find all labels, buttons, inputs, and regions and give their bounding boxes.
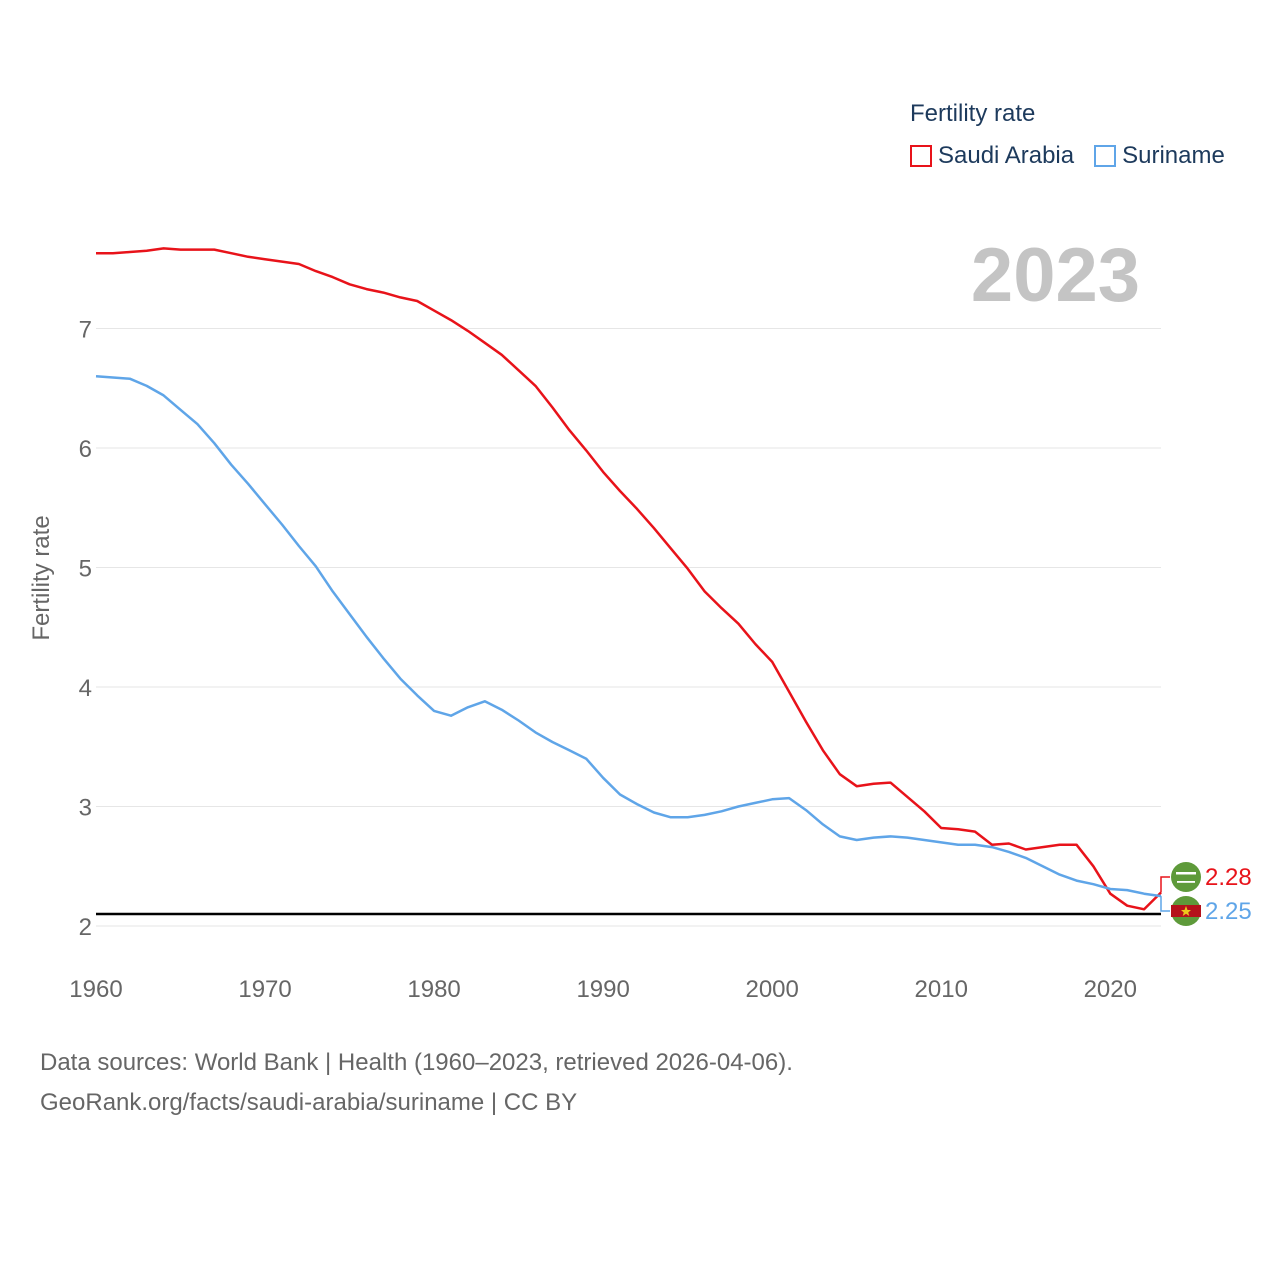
- x-tick-label-1960: 1960: [69, 976, 122, 1003]
- flag-sword-saudi-arabia: [1177, 881, 1195, 883]
- end-value-label-saudi-arabia: 2.28: [1205, 864, 1252, 891]
- y-tick-label-5: 5: [79, 556, 92, 583]
- legend-item-suriname[interactable]: Suriname: [1094, 142, 1225, 170]
- y-axis-label: Fertility rate: [28, 515, 55, 641]
- connector-saudi-arabia: [1160, 876, 1170, 893]
- year-watermark: 2023: [970, 233, 1140, 318]
- series-line-saudi-arabia: [96, 247, 1162, 911]
- legend-swatch-saudi-arabia: [910, 145, 932, 167]
- series-end-labels: 2.28 2.25: [1160, 862, 1252, 926]
- x-axis-ticks: 1960 1970 1980 1990 2000 2010 2020: [69, 976, 1137, 1003]
- y-tick-label-3: 3: [79, 795, 92, 822]
- series-lines: [95, 247, 1162, 911]
- y-tick-label-2: 2: [79, 914, 92, 941]
- source-url-text[interactable]: GeoRank.org/facts/saudi-arabia/suriname …: [40, 1089, 578, 1116]
- suriname-flag-icon: [1171, 896, 1201, 926]
- y-tick-label-7: 7: [79, 317, 92, 344]
- legend-label-suriname: Suriname: [1122, 142, 1225, 169]
- end-value-label-suriname: 2.25: [1205, 898, 1252, 925]
- y-axis-ticks: 2 3 4 5 6 7: [79, 317, 92, 942]
- x-tick-label-2000: 2000: [745, 976, 798, 1003]
- legend-title: Fertility rate: [910, 100, 1036, 127]
- gridlines: [96, 328, 1161, 927]
- y-tick-label-4: 4: [79, 675, 92, 702]
- x-tick-label-1970: 1970: [238, 976, 291, 1003]
- series-line-suriname: [95, 375, 1162, 898]
- legend-swatch-suriname: [1094, 145, 1117, 167]
- x-tick-label-2020: 2020: [1084, 976, 1137, 1003]
- flag-star-suriname: [1181, 906, 1191, 916]
- x-tick-label-1990: 1990: [576, 976, 629, 1003]
- legend-item-saudi-arabia[interactable]: Saudi Arabia: [910, 142, 1074, 170]
- y-tick-label-6: 6: [79, 436, 92, 463]
- saudi-arabia-flag-icon: [1171, 862, 1201, 892]
- data-sources-text: Data sources: World Bank | Health (1960–…: [40, 1049, 793, 1076]
- x-tick-label-2010: 2010: [915, 976, 968, 1003]
- legend: Saudi Arabia Suriname: [910, 142, 1225, 170]
- footer: Data sources: World Bank | Health (1960–…: [40, 1043, 793, 1123]
- flag-badge-saudi-arabia: [1171, 862, 1201, 892]
- x-tick-label-1980: 1980: [407, 976, 460, 1003]
- flag-script-saudi-arabia: [1176, 872, 1196, 875]
- legend-label-saudi-arabia: Saudi Arabia: [938, 142, 1075, 169]
- connector-suriname: [1160, 896, 1170, 912]
